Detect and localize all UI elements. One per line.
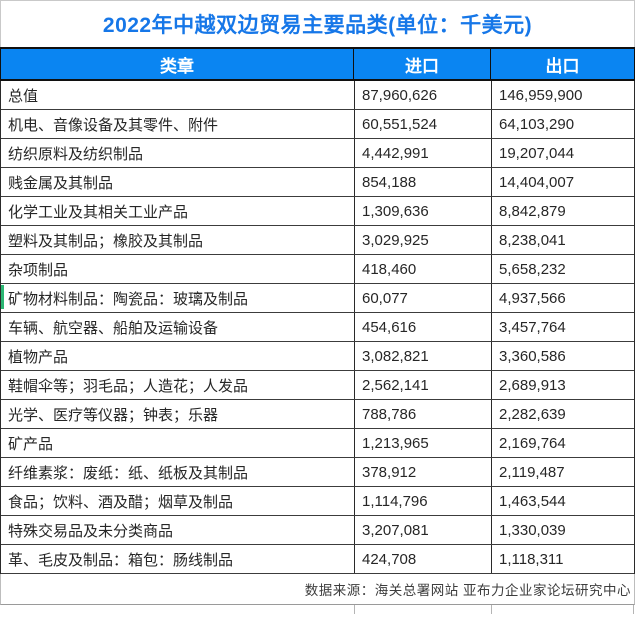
cell-export: 2,689,913 bbox=[499, 376, 566, 394]
cell-export: 2,169,764 bbox=[499, 434, 566, 452]
cell-category: 革、毛皮及制品：箱包：肠线制品 bbox=[1, 545, 355, 573]
column-header-export: 出口 bbox=[491, 49, 635, 79]
cell-export: 4,937,566 bbox=[499, 289, 566, 307]
table-row: 化学工业及其相关工业产品 1,309,636 8,842,879 bbox=[1, 197, 634, 226]
table-row: 贱金属及其制品 854,188 14,404,007 bbox=[1, 168, 634, 197]
cell-import: 87,960,626 bbox=[355, 81, 492, 109]
cell-import: 454,616 bbox=[355, 313, 492, 341]
cell-import: 378,912 bbox=[355, 458, 492, 486]
cell-category: 杂项制品 bbox=[1, 255, 355, 283]
cell-import: 3,207,081 bbox=[355, 516, 492, 544]
table-header-row: 类章 进口 出口 bbox=[0, 47, 635, 81]
cell-category: 车辆、航空器、船舶及运输设备 bbox=[1, 313, 355, 341]
table-row: 革、毛皮及制品：箱包：肠线制品 424,708 1,118,311 bbox=[1, 545, 634, 574]
cell-export: 14,404,007 bbox=[499, 173, 575, 191]
table-row: 食品；饮料、酒及醋；烟草及制品 1,114,796 1,463,544 bbox=[1, 487, 634, 516]
cell-export: 2,119,487 bbox=[499, 463, 565, 481]
cell-export: 8,238,041 bbox=[499, 231, 566, 249]
cell-import: 2,562,141 bbox=[355, 371, 492, 399]
table-row: 植物产品 3,082,821 3,360,586 bbox=[1, 342, 634, 371]
table-row: 纤维素浆：废纸：纸、纸板及其制品 378,912 2,119,487 bbox=[1, 458, 634, 487]
cell-category: 光学、医疗等仪器；钟表；乐器 bbox=[1, 400, 355, 428]
page-title: 2022年中越双边贸易主要品类(单位：千美元) bbox=[102, 14, 533, 37]
cell-export: 1,330,039 bbox=[499, 521, 566, 539]
cell-category: 矿产品 bbox=[1, 429, 355, 457]
cell-import: 1,213,965 bbox=[355, 429, 492, 457]
table-row: 车辆、航空器、船舶及运输设备 454,616 3,457,764 bbox=[1, 313, 634, 342]
cell-category: 特殊交易品及未分类商品 bbox=[1, 516, 355, 544]
cell-export: 8,842,879 bbox=[499, 202, 566, 220]
cell-import: 1,309,636 bbox=[355, 197, 492, 225]
cell-export: 3,457,764 bbox=[499, 318, 566, 336]
cell-category: 纤维素浆：废纸：纸、纸板及其制品 bbox=[1, 458, 355, 486]
table-row: 杂项制品 418,460 5,658,232 bbox=[1, 255, 634, 284]
cell-import: 854,188 bbox=[355, 168, 492, 196]
cell-category: 化学工业及其相关工业产品 bbox=[1, 197, 355, 225]
source-note-row: 数据来源：海关总署网站 亚布力企业家论坛研究中心 bbox=[0, 574, 635, 605]
cell-category: 纺织原料及纺织制品 bbox=[1, 139, 355, 167]
gridline-stub bbox=[491, 605, 492, 614]
table-row: 光学、医疗等仪器；钟表；乐器 788,786 2,282,639 bbox=[1, 400, 634, 429]
gridline-stub bbox=[633, 605, 634, 614]
table-body: 总值 87,960,626 146,959,900 机电、音像设备及其零件、附件 60,… bbox=[0, 81, 635, 574]
cell-category: 矿物材料制品：陶瓷品：玻璃及制品 bbox=[1, 284, 355, 312]
cell-export: 2,282,639 bbox=[499, 405, 566, 423]
cell-export: 1,463,544 bbox=[499, 492, 566, 510]
table-row: 鞋帽伞等；羽毛品；人造花；人发品 2,562,141 2,689,913 bbox=[1, 371, 634, 400]
column-header-import: 进口 bbox=[354, 49, 491, 79]
cell-import: 1,114,796 bbox=[355, 487, 492, 515]
table-row: 总值 87,960,626 146,959,900 bbox=[1, 81, 634, 110]
table-row: 特殊交易品及未分类商品 3,207,081 1,330,039 bbox=[1, 516, 634, 545]
source-note: 数据来源：海关总署网站 亚布力企业家论坛研究中心 bbox=[304, 583, 631, 598]
cell-category: 机电、音像设备及其零件、附件 bbox=[1, 110, 355, 138]
partial-next-row bbox=[0, 605, 635, 621]
table-row: 塑料及其制品；橡胶及其制品 3,029,925 8,238,041 bbox=[1, 226, 634, 255]
cell-import: 418,460 bbox=[355, 255, 492, 283]
cell-import: 424,708 bbox=[355, 545, 492, 573]
cell-category: 食品；饮料、酒及醋；烟草及制品 bbox=[1, 487, 355, 515]
cell-export: 146,959,900 bbox=[499, 86, 583, 104]
cell-import: 788,786 bbox=[355, 400, 492, 428]
table-row: 矿物材料制品：陶瓷品：玻璃及制品 60,077 4,937,566 bbox=[1, 284, 634, 313]
cell-export: 19,207,044 bbox=[499, 144, 575, 162]
cell-import: 60,077 bbox=[355, 284, 492, 312]
cell-export: 64,103,290 bbox=[499, 115, 575, 133]
cell-export: 3,360,586 bbox=[499, 347, 566, 365]
cell-import: 60,551,524 bbox=[355, 110, 492, 138]
cell-category: 总值 bbox=[1, 81, 355, 109]
cell-export: 5,658,232 bbox=[499, 260, 566, 278]
cell-category: 鞋帽伞等；羽毛品；人造花；人发品 bbox=[1, 371, 355, 399]
gridline-stub bbox=[354, 605, 355, 614]
table-row: 机电、音像设备及其零件、附件 60,551,524 64,103,290 bbox=[1, 110, 634, 139]
cell-category: 塑料及其制品；橡胶及其制品 bbox=[1, 226, 355, 254]
table-row: 纺织原料及纺织制品 4,442,991 19,207,044 bbox=[1, 139, 634, 168]
cell-import: 4,442,991 bbox=[355, 139, 492, 167]
title-bar: 2022年中越双边贸易主要品类(单位：千美元) bbox=[0, 0, 635, 47]
column-header-category: 类章 bbox=[0, 49, 354, 79]
cell-import: 3,029,925 bbox=[355, 226, 492, 254]
cell-export: 1,118,311 bbox=[499, 550, 564, 568]
cell-import: 3,082,821 bbox=[355, 342, 492, 370]
cell-category: 植物产品 bbox=[1, 342, 355, 370]
table-row: 矿产品 1,213,965 2,169,764 bbox=[1, 429, 634, 458]
cell-category: 贱金属及其制品 bbox=[1, 168, 355, 196]
